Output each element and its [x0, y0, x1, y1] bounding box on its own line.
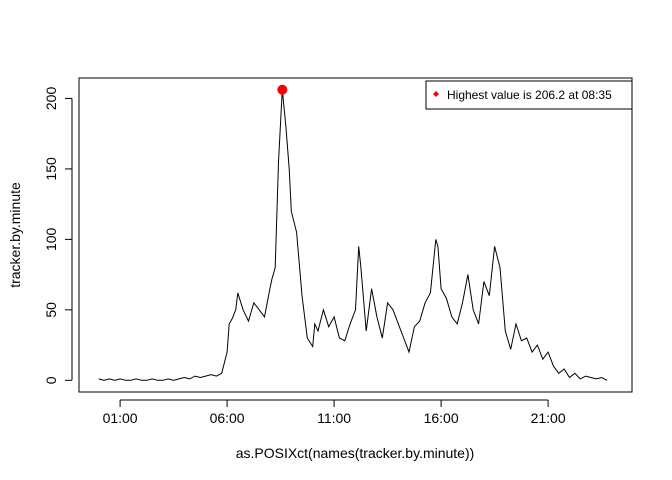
- legend-box: [425, 80, 633, 110]
- y-tick-label: 150: [43, 157, 59, 181]
- legend-entry: Highest value is 206.2 at 08:35: [447, 88, 612, 102]
- x-tick-label: 16:00: [424, 410, 459, 426]
- x-tick-label: 21:00: [531, 410, 566, 426]
- y-tick-label: 100: [43, 227, 59, 251]
- y-tick-label: 50: [43, 302, 59, 318]
- series-line: [98, 89, 608, 381]
- x-tick-label: 06:00: [210, 410, 245, 426]
- plot-frame: [78, 77, 633, 393]
- x-axis-title: as.POSIXct(names(tracker.by.minute)): [236, 445, 475, 461]
- x-tick-label: 11:00: [317, 410, 351, 426]
- x-tick-label: 01:00: [103, 410, 138, 426]
- legend: Highest value is 206.2 at 08:35: [425, 80, 633, 110]
- legend-marker-icon: [433, 91, 439, 97]
- y-axis-title: tracker.by.minute: [7, 182, 23, 288]
- x-axis: 01:00 06:00 11:00 16:00 21:00: [103, 399, 566, 426]
- y-axis: 0 50 100 150 200: [43, 87, 73, 384]
- y-tick-label: 200: [43, 87, 59, 111]
- max-point-marker: [277, 84, 288, 95]
- y-tick-label: 0: [43, 376, 59, 384]
